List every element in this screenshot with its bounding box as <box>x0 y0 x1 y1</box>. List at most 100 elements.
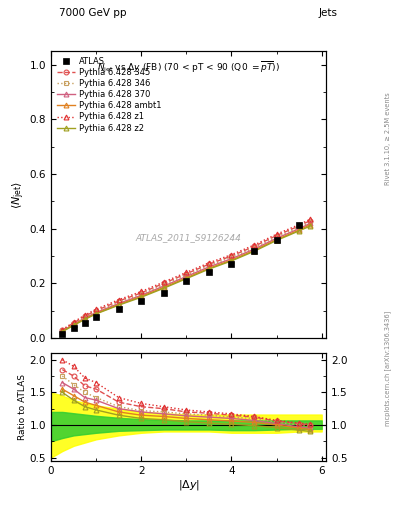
Pythia 6.428 ambt1 <box>139 293 144 300</box>
Pythia 6.428 z1 <box>162 279 166 285</box>
Pythia 6.428 370 <box>274 235 279 241</box>
Pythia 6.428 z2 <box>297 228 301 234</box>
Pythia 6.428 ambt1 <box>184 275 189 281</box>
X-axis label: $|\Delta y|$: $|\Delta y|$ <box>178 478 200 493</box>
Pythia 6.428 345 <box>116 298 121 304</box>
Pythia 6.428 346 <box>116 300 121 306</box>
Pythia 6.428 ambt1 <box>71 322 76 328</box>
Line: ATLAS: ATLAS <box>59 222 302 337</box>
ATLAS <box>83 320 87 326</box>
Pythia 6.428 345 <box>94 308 99 314</box>
Pythia 6.428 345 <box>162 280 166 286</box>
Pythia 6.428 z2 <box>308 223 313 229</box>
Text: Jets: Jets <box>318 8 337 18</box>
Pythia 6.428 345 <box>252 243 256 249</box>
Pythia 6.428 345 <box>229 253 234 259</box>
Pythia 6.428 370 <box>162 283 166 289</box>
Line: Pythia 6.428 345: Pythia 6.428 345 <box>60 218 313 333</box>
Pythia 6.428 346 <box>94 309 99 315</box>
Pythia 6.428 z2 <box>252 248 256 254</box>
Pythia 6.428 ambt1 <box>83 316 87 322</box>
Pythia 6.428 370 <box>184 273 189 280</box>
Pythia 6.428 346 <box>71 321 76 327</box>
Pythia 6.428 z1 <box>297 222 301 228</box>
Line: Pythia 6.428 346: Pythia 6.428 346 <box>60 220 313 333</box>
Pythia 6.428 ambt1 <box>274 237 279 243</box>
Pythia 6.428 370 <box>116 301 121 307</box>
Line: Pythia 6.428 370: Pythia 6.428 370 <box>60 221 313 333</box>
Pythia 6.428 345 <box>308 218 313 224</box>
Pythia 6.428 z2 <box>274 238 279 244</box>
Pythia 6.428 346 <box>229 254 234 261</box>
ATLAS <box>71 325 76 331</box>
Pythia 6.428 345 <box>184 271 189 277</box>
ATLAS <box>94 314 99 321</box>
Pythia 6.428 ambt1 <box>229 257 234 263</box>
Pythia 6.428 345 <box>139 290 144 296</box>
Text: ATLAS_2011_S9126244: ATLAS_2011_S9126244 <box>136 233 242 242</box>
Pythia 6.428 370 <box>229 255 234 262</box>
Pythia 6.428 345 <box>297 223 301 229</box>
Pythia 6.428 346 <box>184 272 189 278</box>
ATLAS <box>60 331 65 337</box>
Pythia 6.428 z1 <box>71 319 76 325</box>
ATLAS <box>229 261 234 267</box>
ATLAS <box>162 290 166 296</box>
Pythia 6.428 z1 <box>83 312 87 318</box>
Pythia 6.428 z1 <box>184 269 189 275</box>
ATLAS <box>207 269 211 275</box>
Pythia 6.428 z1 <box>308 216 313 222</box>
Pythia 6.428 370 <box>94 309 99 315</box>
Pythia 6.428 z2 <box>71 322 76 328</box>
ATLAS <box>116 306 121 312</box>
Pythia 6.428 ambt1 <box>94 310 99 316</box>
Pythia 6.428 z2 <box>184 275 189 282</box>
Pythia 6.428 z2 <box>139 294 144 301</box>
Pythia 6.428 z1 <box>116 296 121 303</box>
Pythia 6.428 ambt1 <box>252 247 256 253</box>
Text: $N_\mathrm{jet}$ vs $\Delta y$ (FB) (70 < pT < 90 (Q0 $=\overline{pT}$)): $N_\mathrm{jet}$ vs $\Delta y$ (FB) (70 … <box>97 60 280 75</box>
Pythia 6.428 z2 <box>207 266 211 272</box>
Pythia 6.428 345 <box>71 320 76 326</box>
Pythia 6.428 ambt1 <box>116 302 121 308</box>
Text: Rivet 3.1.10, ≥ 2.5M events: Rivet 3.1.10, ≥ 2.5M events <box>385 92 391 185</box>
Line: Pythia 6.428 ambt1: Pythia 6.428 ambt1 <box>60 222 313 334</box>
ATLAS <box>139 298 144 304</box>
Legend: ATLAS, Pythia 6.428 345, Pythia 6.428 346, Pythia 6.428 370, Pythia 6.428 ambt1,: ATLAS, Pythia 6.428 345, Pythia 6.428 34… <box>53 54 164 136</box>
Pythia 6.428 370 <box>308 220 313 226</box>
Pythia 6.428 370 <box>60 328 65 334</box>
Pythia 6.428 z2 <box>60 329 65 335</box>
Line: Pythia 6.428 z1: Pythia 6.428 z1 <box>60 217 313 332</box>
ATLAS <box>184 278 189 284</box>
Pythia 6.428 z1 <box>229 251 234 258</box>
Pythia 6.428 370 <box>252 246 256 252</box>
Pythia 6.428 z2 <box>229 258 234 264</box>
Pythia 6.428 370 <box>297 226 301 232</box>
Pythia 6.428 z1 <box>274 231 279 237</box>
Pythia 6.428 370 <box>139 292 144 298</box>
Pythia 6.428 370 <box>71 321 76 327</box>
Pythia 6.428 ambt1 <box>308 222 313 228</box>
Pythia 6.428 346 <box>60 328 65 334</box>
Pythia 6.428 346 <box>252 245 256 251</box>
Pythia 6.428 z2 <box>116 302 121 308</box>
Pythia 6.428 z2 <box>83 316 87 323</box>
Pythia 6.428 ambt1 <box>60 328 65 334</box>
Text: mcplots.cern.ch [arXiv:1306.3436]: mcplots.cern.ch [arXiv:1306.3436] <box>384 311 391 426</box>
Pythia 6.428 z1 <box>252 242 256 248</box>
Pythia 6.428 345 <box>274 232 279 239</box>
Pythia 6.428 346 <box>297 224 301 230</box>
Line: Pythia 6.428 z2: Pythia 6.428 z2 <box>60 224 313 334</box>
Pythia 6.428 z1 <box>207 260 211 266</box>
Pythia 6.428 346 <box>162 282 166 288</box>
Pythia 6.428 346 <box>207 263 211 269</box>
Pythia 6.428 ambt1 <box>207 265 211 271</box>
Pythia 6.428 z1 <box>60 327 65 333</box>
Pythia 6.428 ambt1 <box>162 284 166 290</box>
Pythia 6.428 370 <box>83 315 87 321</box>
ATLAS <box>274 237 279 243</box>
Pythia 6.428 ambt1 <box>297 227 301 233</box>
Pythia 6.428 z2 <box>94 311 99 317</box>
Text: 7000 GeV pp: 7000 GeV pp <box>59 8 127 18</box>
Y-axis label: Ratio to ATLAS: Ratio to ATLAS <box>18 374 27 440</box>
